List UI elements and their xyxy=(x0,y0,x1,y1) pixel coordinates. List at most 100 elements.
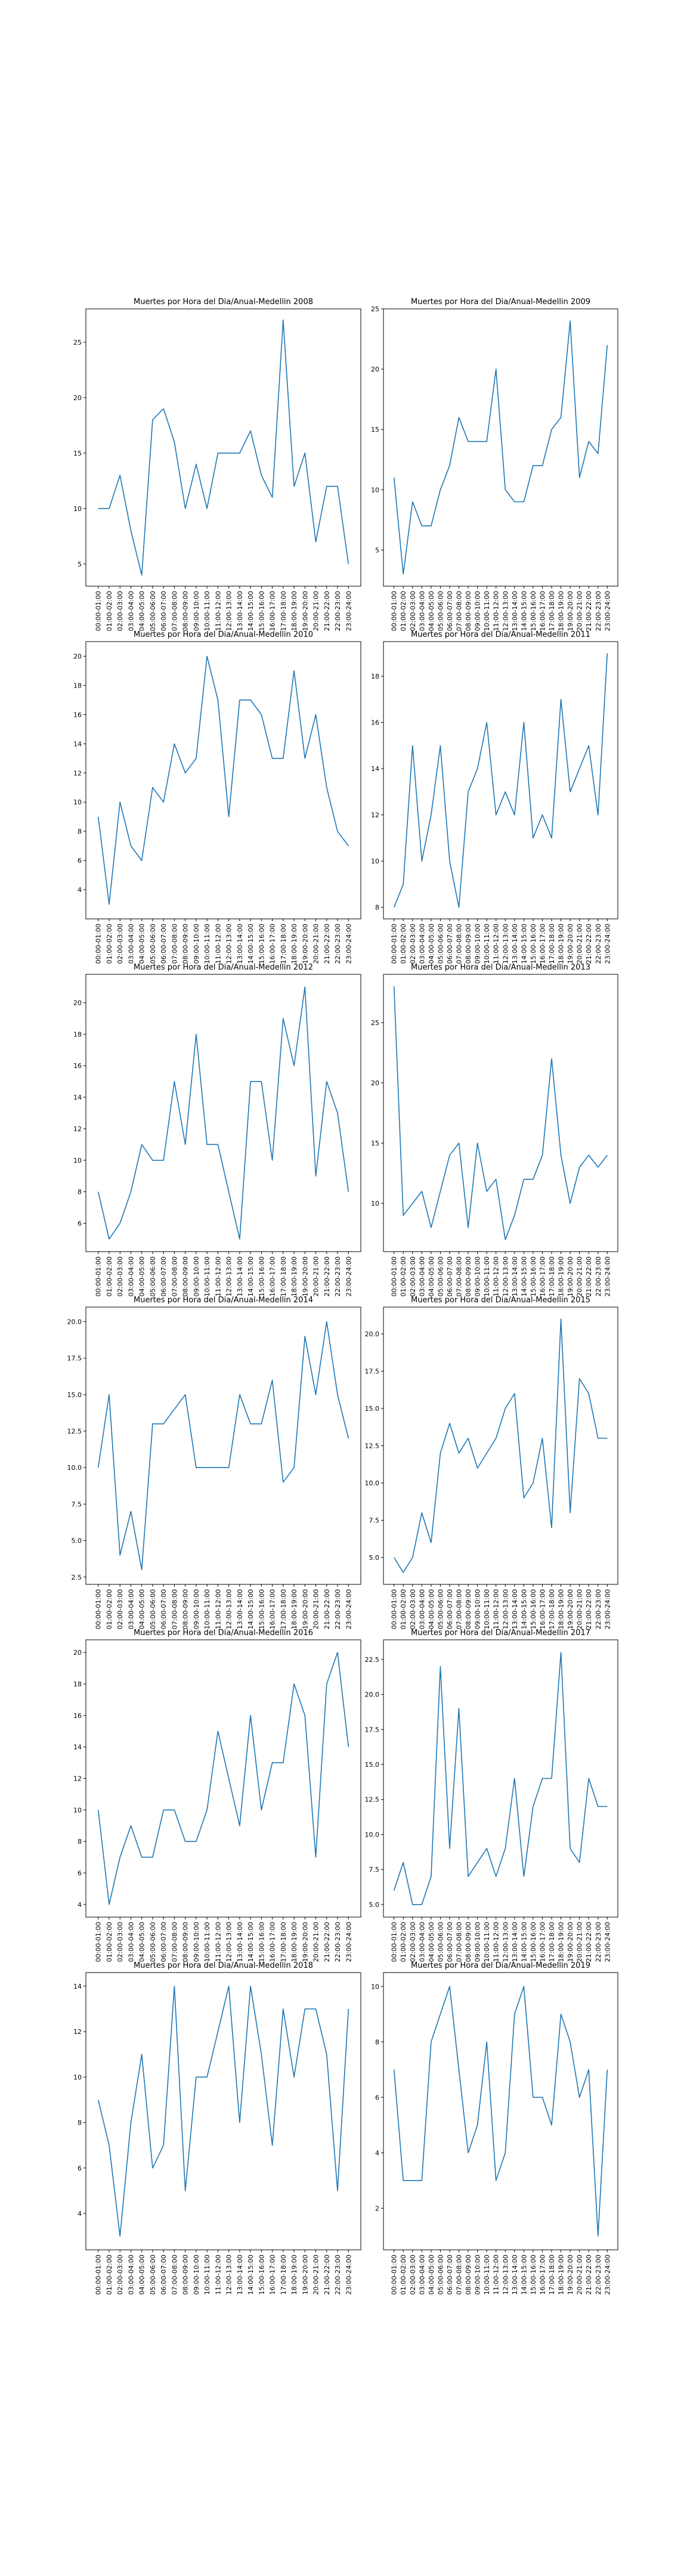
x-tick-label: 02:00-03:00 xyxy=(409,591,417,631)
x-tick-label: 06:00-07:00 xyxy=(446,2255,454,2295)
x-tick-label: 23:00-24:00 xyxy=(604,924,611,964)
x-tick-label: 01:00-02:00 xyxy=(106,591,113,631)
y-tick-label: 10 xyxy=(73,798,82,806)
chart-title: Muertes por Hora del Dia/Anual-Medellin … xyxy=(411,630,590,639)
x-tick-label: 18:00-19:00 xyxy=(558,924,565,964)
y-tick-label: 10 xyxy=(371,1200,379,1208)
x-tick-label: 08:00-09:00 xyxy=(182,1256,190,1296)
x-tick-label: 08:00-09:00 xyxy=(182,591,190,631)
x-tick-label: 13:00-14:00 xyxy=(511,924,519,964)
x-tick-label: 15:00-16:00 xyxy=(258,1589,265,1629)
chart-3: Muertes por Hora del Dia/Anual-Medellin … xyxy=(371,630,618,964)
x-tick-label: 20:00-21:00 xyxy=(312,2255,320,2295)
y-tick-label: 12 xyxy=(73,769,82,777)
x-tick-label: 23:00-24:00 xyxy=(604,1922,611,1962)
x-tick-label: 10:00-11:00 xyxy=(483,924,491,964)
x-tick-label: 21:00-22:00 xyxy=(585,591,593,631)
y-tick-label: 22.5 xyxy=(365,1656,380,1664)
y-tick-label: 4 xyxy=(78,1901,82,1909)
y-tick-label: 5.0 xyxy=(369,1901,380,1909)
x-tick-label: 04:00-05:00 xyxy=(428,924,435,964)
x-tick-label: 09:00-10:00 xyxy=(193,2255,200,2295)
x-tick-label: 14:00-15:00 xyxy=(247,2255,255,2295)
x-tick-label: 05:00-06:00 xyxy=(437,591,444,631)
y-tick-label: 16 xyxy=(73,1712,82,1720)
x-tick-label: 19:00-20:00 xyxy=(567,1922,574,1962)
x-tick-label: 20:00-21:00 xyxy=(576,1256,584,1296)
y-tick-label: 7.5 xyxy=(369,1866,380,1874)
x-tick-label: 15:00-16:00 xyxy=(530,924,537,964)
x-tick-label: 11:00-12:00 xyxy=(493,2255,500,2295)
x-tick-label: 03:00-04:00 xyxy=(418,1256,426,1296)
x-tick-label: 13:00-14:00 xyxy=(236,591,244,631)
series-line xyxy=(393,653,608,908)
x-tick-label: 22:00-23:00 xyxy=(334,1589,342,1629)
y-tick-label: 20 xyxy=(371,1079,379,1087)
x-tick-label: 20:00-21:00 xyxy=(576,924,584,964)
x-tick-label: 16:00-17:00 xyxy=(269,924,277,964)
x-tick-label: 15:00-16:00 xyxy=(530,1922,537,1962)
x-tick-label: 17:00-18:00 xyxy=(548,1589,556,1629)
x-tick-label: 07:00-08:00 xyxy=(171,2255,178,2295)
x-tick-label: 17:00-18:00 xyxy=(280,1589,287,1629)
x-tick-label: 15:00-16:00 xyxy=(530,591,537,631)
x-tick-label: 22:00-23:00 xyxy=(595,1922,602,1962)
x-tick-label: 17:00-18:00 xyxy=(280,924,287,964)
x-tick-label: 00:00-01:00 xyxy=(95,924,103,964)
x-tick-label: 01:00-02:00 xyxy=(400,2255,407,2295)
x-tick-label: 11:00-12:00 xyxy=(493,1922,500,1962)
x-tick-label: 00:00-01:00 xyxy=(391,1256,398,1296)
x-tick-label: 07:00-08:00 xyxy=(456,1922,463,1962)
x-tick-label: 22:00-23:00 xyxy=(595,924,602,964)
x-tick-label: 14:00-15:00 xyxy=(247,1922,255,1962)
x-tick-label: 11:00-12:00 xyxy=(214,591,222,631)
x-tick-label: 15:00-16:00 xyxy=(258,591,265,631)
x-tick-label: 23:00-24:00 xyxy=(345,591,352,631)
x-tick-label: 09:00-10:00 xyxy=(193,924,200,964)
x-tick-label: 01:00-02:00 xyxy=(400,1922,407,1962)
x-tick-label: 12:00-13:00 xyxy=(502,1589,509,1629)
y-tick-label: 10 xyxy=(73,1157,82,1165)
x-tick-label: 07:00-08:00 xyxy=(456,2255,463,2295)
y-tick-label: 10 xyxy=(73,2073,82,2081)
x-tick-label: 05:00-06:00 xyxy=(149,1256,157,1296)
x-tick-label: 16:00-17:00 xyxy=(269,1256,277,1296)
x-tick-label: 01:00-02:00 xyxy=(400,591,407,631)
x-tick-label: 01:00-02:00 xyxy=(106,1589,113,1629)
x-tick-label: 03:00-04:00 xyxy=(127,591,135,631)
x-tick-label: 07:00-08:00 xyxy=(456,1256,463,1296)
x-tick-label: 19:00-20:00 xyxy=(301,924,309,964)
y-tick-label: 20 xyxy=(73,394,82,402)
x-tick-label: 03:00-04:00 xyxy=(127,1589,135,1629)
x-tick-label: 00:00-01:00 xyxy=(391,591,398,631)
x-tick-label: 06:00-07:00 xyxy=(446,591,454,631)
chart-9: Muertes por Hora del Dia/Anual-Medellin … xyxy=(365,1628,618,1962)
x-tick-label: 10:00-11:00 xyxy=(483,2255,491,2295)
x-tick-label: 16:00-17:00 xyxy=(539,591,546,631)
x-tick-label: 05:00-06:00 xyxy=(149,924,157,964)
x-tick-label: 11:00-12:00 xyxy=(493,591,500,631)
x-tick-label: 09:00-10:00 xyxy=(193,1256,200,1296)
chart-title: Muertes por Hora del Dia/Anual-Medellin … xyxy=(134,1628,313,1637)
x-tick-label: 07:00-08:00 xyxy=(171,1589,178,1629)
x-tick-label: 14:00-15:00 xyxy=(520,1256,528,1296)
y-tick-label: 12 xyxy=(73,1775,82,1783)
chart-2: Muertes por Hora del Dia/Anual-Medellin … xyxy=(73,630,361,964)
x-tick-label: 13:00-14:00 xyxy=(511,1256,519,1296)
x-tick-label: 09:00-10:00 xyxy=(193,591,200,631)
x-tick-label: 01:00-02:00 xyxy=(106,2255,113,2295)
y-tick-label: 10 xyxy=(371,1983,379,1990)
series-line xyxy=(393,320,608,575)
y-tick-label: 20.0 xyxy=(365,1330,380,1338)
x-tick-label: 12:00-13:00 xyxy=(502,2255,509,2295)
x-tick-label: 02:00-03:00 xyxy=(409,2255,417,2295)
x-tick-label: 00:00-01:00 xyxy=(95,2255,103,2295)
plot-frame xyxy=(85,308,361,587)
x-tick-label: 22:00-23:00 xyxy=(334,1256,342,1296)
x-tick-label: 10:00-11:00 xyxy=(203,2255,211,2295)
x-tick-label: 00:00-01:00 xyxy=(95,591,103,631)
y-tick-label: 17.5 xyxy=(67,1355,82,1363)
y-tick-label: 6 xyxy=(78,857,82,865)
x-tick-label: 01:00-02:00 xyxy=(106,1922,113,1962)
